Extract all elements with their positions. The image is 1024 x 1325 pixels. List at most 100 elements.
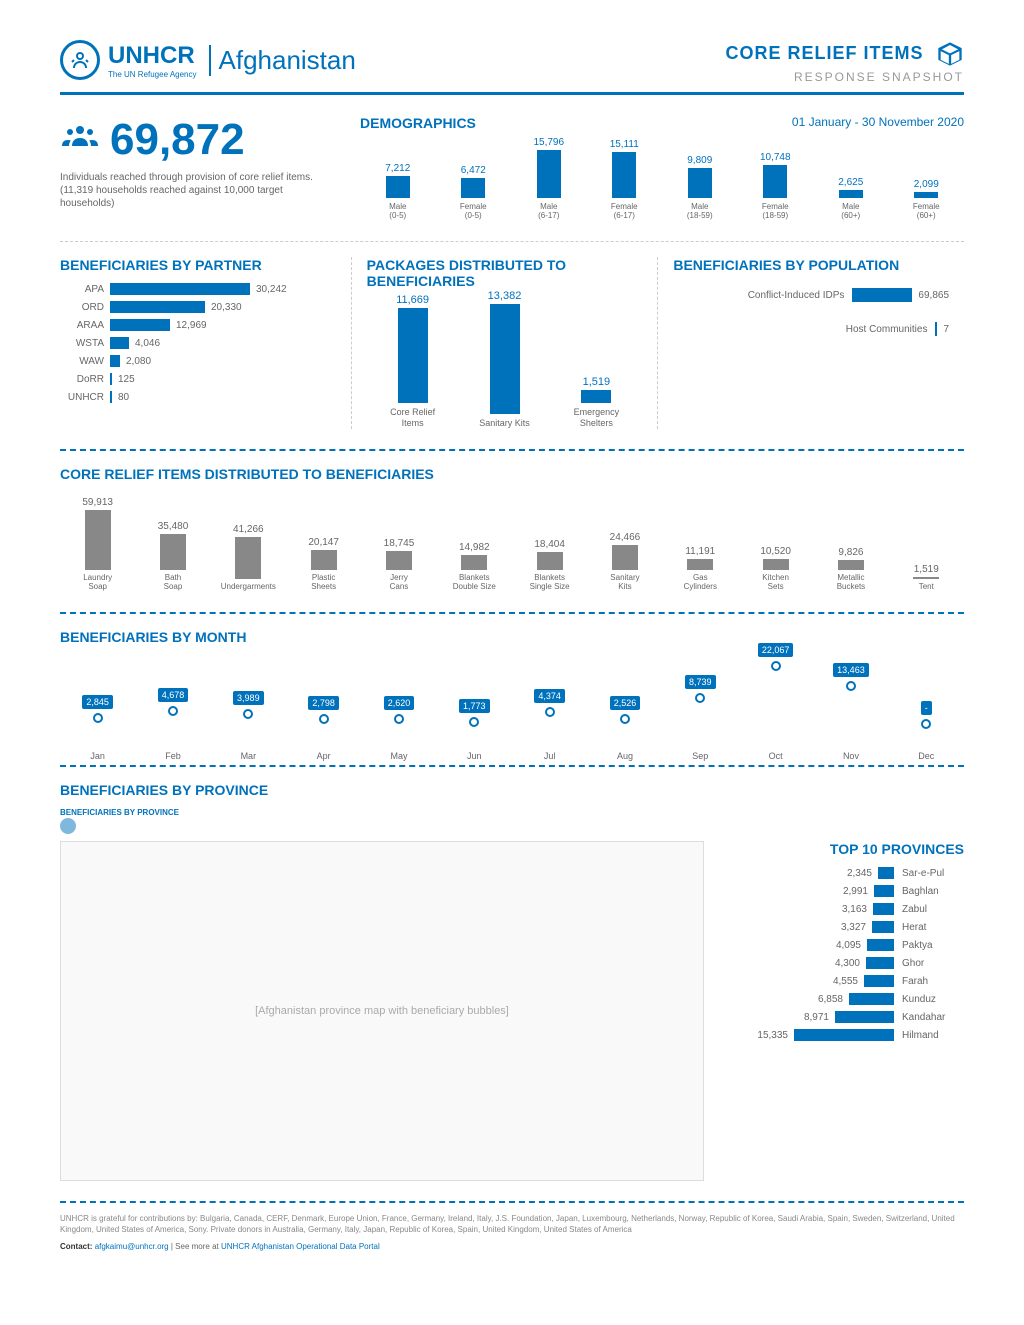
demo-bar-label: Male(60+) [813, 202, 889, 221]
partners-title: BENEFICIARIES BY PARTNER [60, 257, 336, 273]
month-dot-icon [394, 714, 404, 724]
cri-bar-label: MetallicBuckets [815, 574, 886, 592]
cri-bar-item: 24,466SanitaryKits [587, 532, 662, 592]
top10-label: Baghlan [894, 886, 964, 897]
cri-bar-label: BathSoap [137, 574, 208, 592]
partner-row: UNHCR80 [60, 391, 336, 403]
partner-label: WSTA [60, 338, 110, 349]
row-stats: BENEFICIARIES BY PARTNER APA30,242ORD20,… [60, 241, 964, 429]
demo-bar [914, 192, 938, 198]
header-left: UNHCR The UN Refugee Agency Afghanistan [60, 40, 356, 80]
month-label: Sep [663, 751, 738, 761]
cri-bar-value: 11,191 [665, 546, 736, 557]
package-bar-item: 1,519 EmergencyShelters [550, 376, 642, 429]
partner-value: 30,242 [250, 284, 287, 295]
package-label: Core ReliefItems [367, 407, 459, 429]
demo-bar-item: 2,625Male(60+) [813, 177, 889, 221]
cri-bar-item: 35,480BathSoap [135, 521, 210, 592]
top10-value: 3,327 [822, 922, 872, 933]
demo-bar-item: 2,099Female(60+) [889, 179, 965, 221]
top10-row: 6,858Kunduz [724, 993, 964, 1005]
cri-bar-item: 14,982BlanketsDouble Size [437, 542, 512, 592]
month-dot-icon [545, 707, 555, 717]
date-range: 01 January - 30 November 2020 [792, 115, 964, 131]
population-label: Host Communities [673, 324, 935, 335]
cri-bar-value: 41,266 [213, 524, 284, 535]
total-number: 69,872 [110, 115, 245, 165]
month-dot-icon [243, 709, 253, 719]
cri-bar-item: 20,147PlasticSheets [286, 537, 361, 592]
month-label: Aug [587, 751, 662, 761]
cri-bar-item: 59,913LaundrySoap [60, 497, 135, 592]
top10-row: 3,327Herat [724, 921, 964, 933]
cri-bar-label: SanitaryKits [589, 574, 660, 592]
month-value-badge: 2,845 [82, 695, 113, 709]
month-label: Jul [512, 751, 587, 761]
top10-bar [864, 975, 894, 987]
demographics-title: DEMOGRAPHICS [360, 115, 476, 131]
top10-label: Ghor [894, 958, 964, 969]
population-value: 69,865 [912, 290, 949, 301]
cri-bar-label: JerryCans [363, 574, 434, 592]
top10-row: 15,335Hilmand [724, 1029, 964, 1041]
row-summary: 69,872 Individuals reached through provi… [60, 115, 964, 221]
package-bar [581, 390, 611, 403]
population-row: Host Communities7 [673, 322, 949, 336]
top10-value: 4,555 [814, 976, 864, 987]
partner-value: 125 [112, 374, 135, 385]
footer-credits: UNHCR is grateful for contributions by: … [60, 1213, 964, 1235]
cri-distribution-section: CORE RELIEF ITEMS DISTRIBUTED TO BENEFIC… [60, 449, 964, 592]
top10-value: 2,345 [828, 868, 878, 879]
demo-bar-label: Female(0-5) [436, 202, 512, 221]
cri-bar-label: KitchenSets [740, 574, 811, 592]
partner-label: ORD [60, 302, 110, 313]
cri-bar-value: 18,404 [514, 539, 585, 550]
cri-bar-label: Undergarments [213, 583, 284, 592]
partner-label: WAW [60, 356, 110, 367]
cri-bar [913, 577, 939, 579]
partner-bar [110, 319, 170, 331]
month-label: Jan [60, 751, 135, 761]
demo-bar-value: 9,809 [662, 155, 738, 166]
top10-label: Zabul [894, 904, 964, 915]
partner-row: WAW2,080 [60, 355, 336, 367]
top10-value: 15,335 [744, 1030, 794, 1041]
cri-bar [838, 560, 864, 570]
cri-dist-chart: 59,913LaundrySoap35,480BathSoap41,266 Und… [60, 492, 964, 592]
cri-bar-value: 18,745 [363, 538, 434, 549]
partner-row: APA30,242 [60, 283, 336, 295]
month-item: 22,067Oct [738, 640, 813, 745]
month-dot-icon [846, 681, 856, 691]
demo-bar-item: 15,111Female(6-17) [587, 139, 663, 221]
top10-row: 4,555Farah [724, 975, 964, 987]
cri-bar-value: 14,982 [439, 542, 510, 553]
top10-row: 8,971Kandahar [724, 1011, 964, 1023]
demo-bar-item: 7,212Male(0-5) [360, 163, 436, 221]
month-item: 4,678Feb [135, 685, 210, 745]
demo-bar [386, 176, 410, 198]
org-name: UNHCR [108, 42, 195, 69]
population-value: 7 [937, 324, 949, 335]
demo-bar-label: Female(60+) [889, 202, 965, 221]
month-value-badge: 1,773 [459, 699, 490, 713]
demo-bar [612, 152, 636, 198]
more-label: | See more at [171, 1242, 219, 1251]
cri-bar [763, 559, 789, 570]
partner-bar [110, 301, 205, 313]
month-label: Dec [889, 751, 964, 761]
partner-row: ARAA12,969 [60, 319, 336, 331]
cri-bar [235, 537, 261, 579]
population-label: Conflict-Induced IDPs [673, 290, 852, 301]
month-item: 1,773Jun [437, 696, 512, 745]
demo-bar [537, 150, 561, 198]
cri-bar-label: LaundrySoap [62, 574, 133, 592]
month-item: 4,374Jul [512, 686, 587, 745]
package-value: 1,519 [550, 376, 642, 388]
top10-row: 4,095Paktya [724, 939, 964, 951]
top10-value: 2,991 [824, 886, 874, 897]
package-label: Sanitary Kits [459, 418, 551, 429]
top10-row: 4,300Ghor [724, 957, 964, 969]
month-value-badge: 2,526 [610, 696, 641, 710]
cri-dist-title: CORE RELIEF ITEMS DISTRIBUTED TO BENEFIC… [60, 466, 964, 482]
package-label: EmergencyShelters [550, 407, 642, 429]
